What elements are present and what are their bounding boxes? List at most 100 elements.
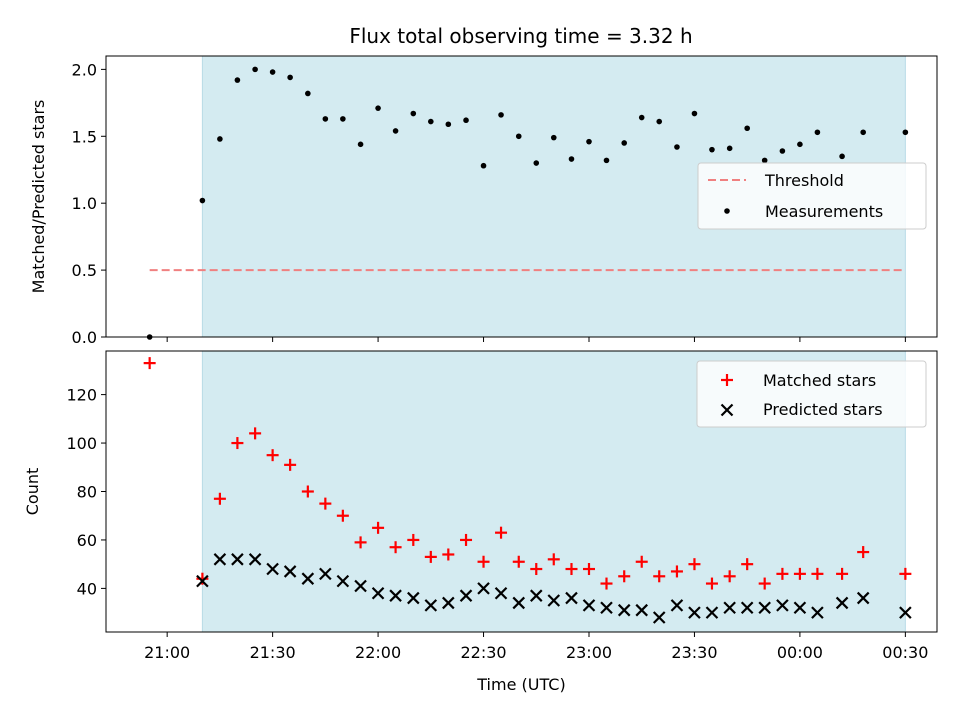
legend-measurements-swatch: [724, 208, 730, 214]
y-tick-label: 1.5: [72, 127, 97, 146]
predicted-star-mark-b: [459, 589, 473, 602]
measurement-point: [691, 110, 698, 117]
matched-star-point: [143, 357, 156, 370]
matched-star-point: [723, 570, 736, 583]
predicted-star-mark-b: [582, 599, 596, 612]
predicted-star-mark-b: [758, 601, 771, 615]
x-tick-label: 23:30: [671, 643, 717, 662]
measurement-point: [779, 148, 786, 154]
count-y-axis-label: Count: [23, 468, 42, 516]
predicted-star-mark-b: [547, 594, 561, 607]
predicted-star-point: [266, 562, 279, 576]
predicted-star-mark-b: [600, 601, 613, 615]
measurement-point: [392, 128, 399, 134]
measurement-points: [146, 66, 909, 340]
measurement-point: [199, 197, 206, 204]
matched-star-point: [857, 546, 870, 559]
predicted-star-mark-b: [635, 603, 648, 617]
matched-star-point: [512, 555, 525, 568]
predicted-star-point: [354, 579, 367, 593]
measurement-point: [638, 114, 645, 121]
x-tick-label: 21:30: [250, 643, 296, 662]
y-tick-label: 0.5: [72, 261, 97, 280]
predicted-star-point: [617, 603, 631, 617]
predicted-star-mark-b: [477, 582, 490, 595]
measurement-point: [744, 125, 750, 132]
predicted-star-point: [213, 553, 227, 566]
predicted-star-mark-b: [283, 565, 297, 578]
measurement-point: [322, 116, 329, 122]
predicted-star-point: [371, 586, 385, 600]
y-tick-label: 100: [66, 434, 97, 453]
predicted-star-mark-b: [354, 579, 367, 593]
matched-star-point: [547, 553, 560, 566]
matched-star-point: [565, 563, 578, 576]
measurement-point: [234, 77, 241, 83]
measurement-point: [726, 145, 733, 152]
predicted-star-mark-b: [336, 574, 350, 588]
predicted-star-mark-b: [407, 591, 420, 605]
measurement-point: [797, 141, 803, 148]
matched-star-point: [741, 558, 754, 571]
measurement-point: [340, 116, 346, 122]
predicted-star-mark-b: [793, 601, 807, 615]
measurement-point: [305, 90, 311, 97]
matched-star-point: [899, 567, 912, 580]
matched-star-point: [213, 492, 226, 505]
measurement-point: [269, 69, 276, 75]
measurement-point: [568, 156, 575, 162]
predicted-star-mark-b: [705, 606, 719, 619]
x-tick-label: 23:00: [566, 643, 612, 662]
measurement-point: [550, 134, 557, 141]
y-tick-label: 80: [77, 483, 97, 502]
matched-star-point: [705, 577, 718, 590]
ratio-legend: Threshold Measurements: [697, 162, 927, 230]
y-tick-label: 40: [77, 579, 97, 598]
matched-star-point: [249, 427, 262, 440]
measurement-point: [839, 153, 845, 160]
measurement-point: [656, 118, 663, 125]
measurement-point: [287, 74, 293, 81]
predicted-star-point: [442, 596, 455, 610]
matched-star-point: [477, 555, 490, 568]
measurement-point: [217, 136, 223, 142]
measurement-point: [463, 117, 469, 124]
matched-star-point: [811, 567, 824, 580]
measurement-point: [445, 121, 452, 128]
matched-star-point: [460, 533, 473, 546]
measurement-point: [814, 129, 821, 136]
predicted-star-mark-b: [723, 601, 736, 615]
matched-star-point: [758, 577, 771, 590]
count-y-ticks: 40 60 80 100 120: [66, 386, 106, 598]
predicted-star-point: [407, 591, 420, 605]
predicted-star-mark-b: [231, 553, 244, 566]
predicted-star-point: [547, 594, 561, 607]
matched-star-point: [319, 497, 332, 510]
measurement-point: [533, 160, 540, 166]
measurement-point: [375, 105, 381, 111]
predicted-star-mark-b: [835, 596, 849, 610]
matched-star-point: [670, 565, 683, 578]
matched-star-point: [372, 521, 385, 534]
predicted-star-point: [899, 606, 912, 619]
ratio-y-axis-label: Matched/Predicted stars: [29, 100, 48, 294]
legend-predicted-label: Predicted stars: [763, 400, 883, 419]
predicted-star-mark-b: [266, 562, 279, 576]
predicted-star-point: [389, 589, 402, 602]
predicted-stars-points: [196, 553, 912, 624]
measurement-point: [860, 129, 866, 136]
predicted-star-mark-b: [512, 596, 526, 610]
matched-star-point: [231, 437, 244, 450]
predicted-star-mark-b: [424, 599, 438, 612]
y-tick-label: 0.0: [72, 328, 97, 347]
predicted-star-mark-b: [617, 603, 631, 617]
predicted-star-mark-b: [856, 591, 870, 605]
predicted-star-point: [811, 606, 824, 619]
matched-star-point: [582, 563, 595, 576]
predicted-star-point: [196, 574, 209, 588]
predicted-star-point: [424, 599, 438, 612]
matched-star-point: [836, 567, 849, 580]
legend-matched-label: Matched stars: [763, 371, 876, 390]
predicted-star-mark-b: [565, 591, 578, 605]
